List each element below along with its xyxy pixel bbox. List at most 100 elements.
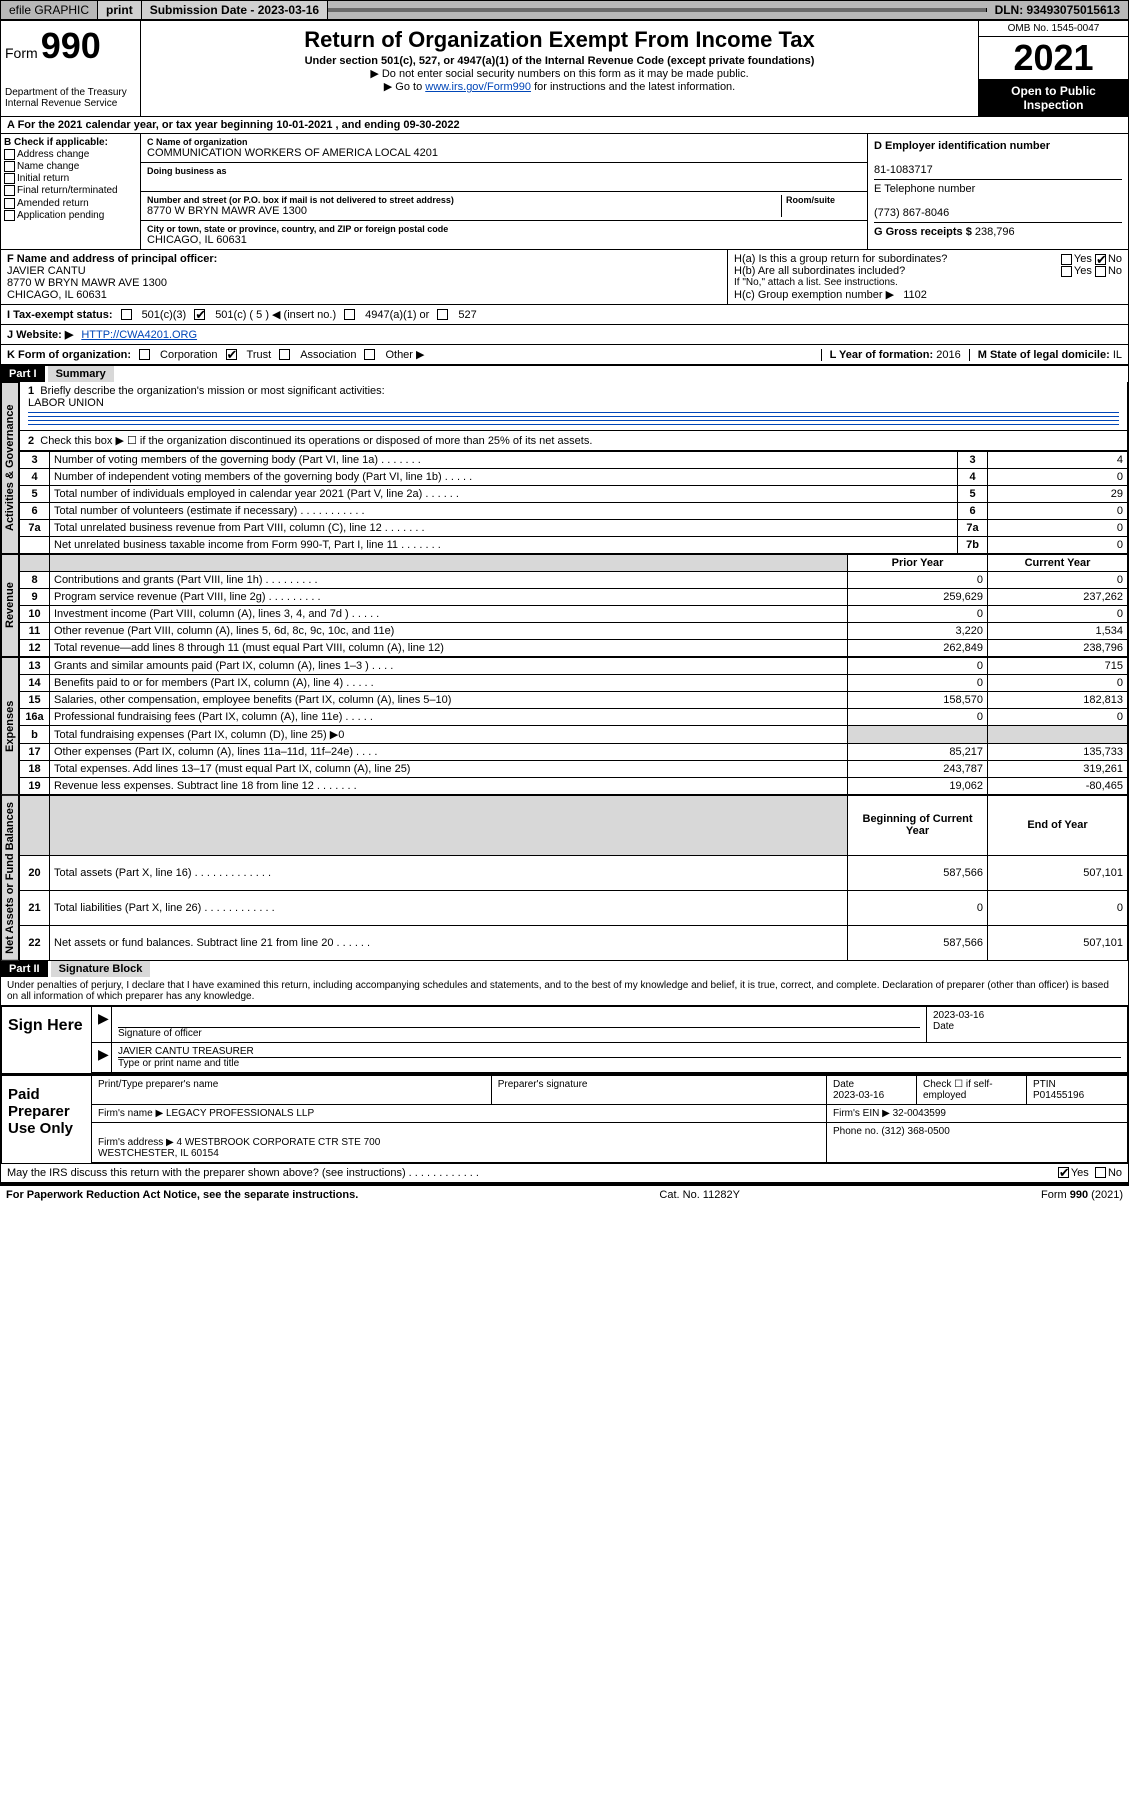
arrow-icon: ▶ (98, 1010, 109, 1026)
cb-amended[interactable]: Amended return (4, 198, 137, 209)
ein-value: 81-1083717 (874, 164, 933, 176)
vtab-revenue: Revenue (1, 554, 19, 657)
table-row: 22Net assets or fund balances. Subtract … (20, 925, 1128, 960)
cb-address-change[interactable]: Address change (4, 149, 137, 160)
form-note2: ▶ Go to www.irs.gov/Form990 for instruct… (145, 80, 974, 93)
cb-other[interactable] (364, 349, 375, 360)
gross-value: 238,796 (975, 226, 1015, 238)
cb-corp[interactable] (139, 349, 150, 360)
state-domicile: IL (1113, 349, 1122, 361)
governance-table: 3Number of voting members of the governi… (19, 451, 1128, 554)
org-city: CHICAGO, IL 60631 (147, 234, 861, 246)
dba-label: Doing business as (147, 166, 861, 176)
website-link[interactable]: HTTP://CWA4201.ORG (81, 329, 197, 341)
table-row: 4Number of independent voting members of… (20, 469, 1128, 486)
city-label: City or town, state or province, country… (147, 224, 861, 234)
prep-name-h: Print/Type preparer's name (92, 1076, 492, 1104)
form-note1: ▶ Do not enter social security numbers o… (145, 67, 974, 80)
sign-date: 2023-03-16 (933, 1010, 984, 1021)
table-header: Prior YearCurrent Year (20, 555, 1128, 572)
hc-row: H(c) Group exemption number ▶ 1102 (734, 288, 1122, 301)
footer-left: For Paperwork Reduction Act Notice, see … (6, 1189, 358, 1201)
irs-link[interactable]: www.irs.gov/Form990 (425, 81, 531, 93)
row-k: K Form of organization: Corporation Trus… (1, 345, 1128, 366)
cb-assoc[interactable] (279, 349, 290, 360)
table-row: 13Grants and similar amounts paid (Part … (20, 658, 1128, 675)
cb-501c[interactable] (194, 309, 205, 320)
form-title: Return of Organization Exempt From Incom… (145, 27, 974, 53)
prep-date: 2023-03-16 (833, 1090, 884, 1101)
table-row: 8Contributions and grants (Part VIII, li… (20, 572, 1128, 589)
cb-527[interactable] (437, 309, 448, 320)
print-button[interactable]: print (98, 1, 142, 19)
cb-pending[interactable]: Application pending (4, 210, 137, 221)
cb-initial-return[interactable]: Initial return (4, 173, 137, 184)
table-row: 11Other revenue (Part VIII, column (A), … (20, 623, 1128, 640)
cb-name-change[interactable]: Name change (4, 161, 137, 172)
cb-final-return[interactable]: Final return/terminated (4, 185, 137, 196)
ha-no-cb[interactable] (1095, 254, 1106, 265)
table-row: 19Revenue less expenses. Subtract line 1… (20, 778, 1128, 795)
table-row: 9Program service revenue (Part VIII, lin… (20, 589, 1128, 606)
row-i: I Tax-exempt status: 501(c)(3) 501(c) ( … (1, 305, 1128, 325)
table-row: bTotal fundraising expenses (Part IX, co… (20, 726, 1128, 744)
table-row: 17Other expenses (Part IX, column (A), l… (20, 744, 1128, 761)
table-header: Beginning of Current YearEnd of Year (20, 796, 1128, 856)
officer-name: JAVIER CANTU (7, 265, 86, 277)
discuss-row: May the IRS discuss this return with the… (1, 1164, 1128, 1184)
org-address: 8770 W BRYN MAWR AVE 1300 (147, 205, 781, 217)
officer-label: F Name and address of principal officer: (7, 253, 217, 265)
ptin-value: P01455196 (1033, 1090, 1084, 1101)
row-j: J Website: ▶ HTTP://CWA4201.ORG (1, 325, 1128, 345)
expenses-table: 13Grants and similar amounts paid (Part … (19, 657, 1128, 795)
revenue-table: Prior YearCurrent Year8Contributions and… (19, 554, 1128, 657)
firm-name: LEGACY PROFESSIONALS LLP (166, 1108, 314, 1119)
period-begin: 10-01-2021 (276, 119, 332, 131)
vtab-expenses: Expenses (1, 657, 19, 795)
dept-label: Department of the Treasury Internal Reve… (5, 87, 136, 109)
declaration-text: Under penalties of perjury, I declare th… (1, 977, 1128, 1005)
self-emp-cb[interactable]: Check ☐ if self-employed (917, 1076, 1027, 1104)
part2-badge: Part II (1, 961, 48, 977)
vtab-netassets: Net Assets or Fund Balances (1, 795, 19, 961)
discuss-no-cb[interactable] (1095, 1167, 1106, 1178)
table-row: Net unrelated business taxable income fr… (20, 537, 1128, 554)
form-number: 990 (41, 25, 101, 66)
ha-row: H(a) Is this a group return for subordin… (734, 253, 1122, 265)
paid-preparer-block: Paid Preparer Use Only Print/Type prepar… (1, 1074, 1128, 1164)
period-end: 09-30-2022 (403, 119, 459, 131)
year-formation: 2016 (936, 349, 960, 361)
cb-4947[interactable] (344, 309, 355, 320)
hb-yes-cb[interactable] (1061, 266, 1072, 277)
firm-ein: 32-0043599 (893, 1108, 946, 1119)
tax-year: 2021 (979, 37, 1128, 80)
sign-block: Sign Here ▶ Signature of officer 2023-03… (1, 1005, 1128, 1074)
hb-no-cb[interactable] (1095, 266, 1106, 277)
gross-label: G Gross receipts $ (874, 226, 972, 238)
footer-mid: Cat. No. 11282Y (659, 1189, 740, 1201)
page-footer: For Paperwork Reduction Act Notice, see … (0, 1185, 1129, 1204)
mission-text: LABOR UNION (28, 397, 104, 409)
arrow-icon: ▶ (98, 1046, 109, 1062)
hb-row: H(b) Are all subordinates included? Yes … (734, 265, 1122, 277)
org-name: COMMUNICATION WORKERS OF AMERICA LOCAL 4… (147, 147, 861, 159)
officer-addr: 8770 W BRYN MAWR AVE 1300 CHICAGO, IL 60… (7, 277, 167, 301)
part2-header-row: Part II Signature Block (1, 961, 1128, 977)
paid-preparer-label: Paid Preparer Use Only (2, 1076, 92, 1163)
discuss-yes-cb[interactable] (1058, 1167, 1069, 1178)
submission-date-button[interactable]: Submission Date - 2023-03-16 (142, 1, 328, 19)
table-row: 7aTotal unrelated business revenue from … (20, 520, 1128, 537)
part1-header-row: Part I Summary (1, 366, 1128, 382)
date-label: Date (933, 1021, 954, 1032)
efile-topbar: efile GRAPHIC print Submission Date - 20… (0, 0, 1129, 20)
cb-trust[interactable] (226, 349, 237, 360)
footer-right: Form 990 (2021) (1041, 1189, 1123, 1201)
table-row: 21Total liabilities (Part X, line 26) . … (20, 890, 1128, 925)
table-row: 15Salaries, other compensation, employee… (20, 692, 1128, 709)
org-name-label: C Name of organization (147, 137, 861, 147)
cb-501c3[interactable] (121, 309, 132, 320)
ha-yes-cb[interactable] (1061, 254, 1072, 265)
tel-value: (773) 867-8046 (874, 207, 949, 219)
line1: 1 Briefly describe the organization's mi… (19, 382, 1128, 431)
part1-title: Summary (48, 366, 114, 382)
